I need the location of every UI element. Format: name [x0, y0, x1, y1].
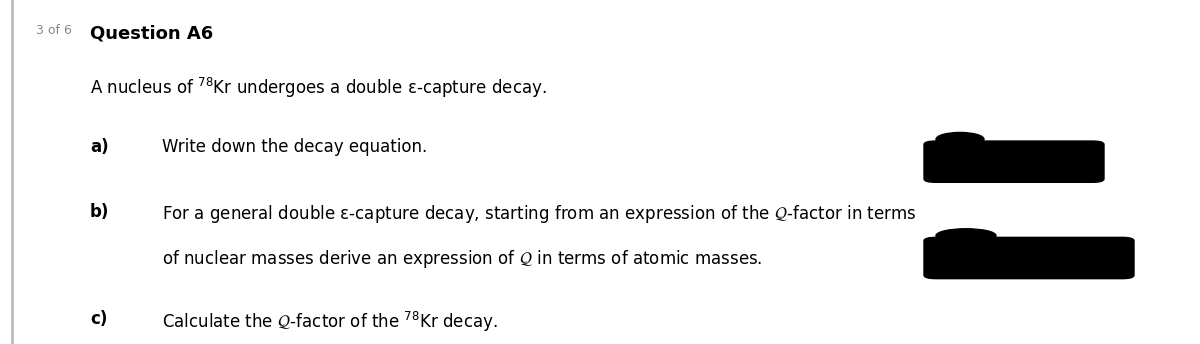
- Ellipse shape: [936, 229, 996, 243]
- Text: a): a): [90, 138, 109, 155]
- Text: Calculate the $\mathcal{Q}$-factor of the $^{78}$Kr decay.: Calculate the $\mathcal{Q}$-factor of th…: [162, 310, 498, 334]
- Text: A nucleus of $^{78}$Kr undergoes a double ε-capture decay.: A nucleus of $^{78}$Kr undergoes a doubl…: [90, 76, 547, 100]
- Text: c): c): [90, 310, 107, 327]
- Text: Write down the decay equation.: Write down the decay equation.: [162, 138, 427, 155]
- FancyBboxPatch shape: [924, 141, 1104, 182]
- Text: Question A6: Question A6: [90, 24, 214, 42]
- Text: For a general double ε-capture decay, starting from an expression of the $\mathc: For a general double ε-capture decay, st…: [162, 203, 917, 225]
- Text: b): b): [90, 203, 109, 221]
- Text: 3 of 6: 3 of 6: [36, 24, 72, 37]
- Ellipse shape: [936, 132, 984, 146]
- FancyBboxPatch shape: [924, 237, 1134, 279]
- Text: of nuclear masses derive an expression of $\mathcal{Q}$ in terms of atomic masse: of nuclear masses derive an expression o…: [162, 248, 762, 270]
